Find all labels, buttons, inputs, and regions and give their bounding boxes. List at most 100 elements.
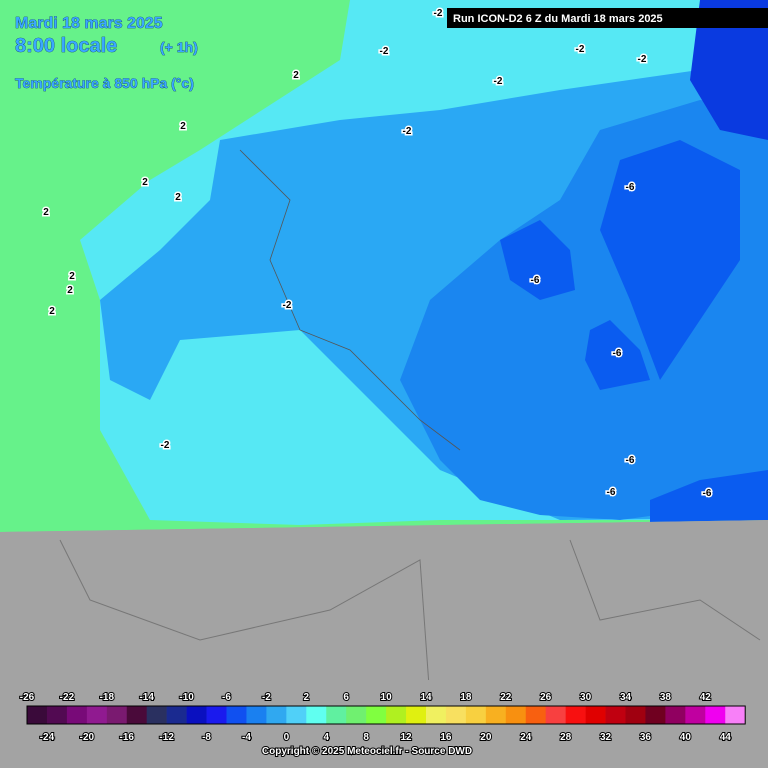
scale-swatch [326,706,347,724]
contour-label: -2 [494,76,503,87]
scale-label: 40 [680,732,692,743]
scale-label: -6 [222,692,231,703]
scale-swatch [445,706,467,724]
scale-swatch [465,706,487,724]
scale-swatch [605,706,626,724]
scale-label: -8 [202,732,211,743]
run: Run ICON-D2 6 Z du Mardi 18 mars 2025 [453,13,663,25]
scale-label: 12 [400,732,412,743]
contour-label: -2 [403,126,412,137]
contour-label: 2 [67,285,73,296]
scale-swatch [665,706,686,724]
time: 8:00 locale [15,35,117,57]
scale-label: 14 [420,692,432,703]
contour-label: -2 [638,54,647,65]
zone-minus6-a [500,220,575,300]
scale-label: 26 [540,692,552,703]
scale-label: 0 [284,732,290,743]
scale-swatch [545,706,566,724]
scale-label: -20 [80,732,95,743]
scale-label: 38 [660,692,672,703]
zone-minus6-east [600,140,740,380]
scale-label: 22 [500,692,512,703]
scale-swatch [406,706,427,724]
contour-label: 2 [293,70,299,81]
scale-label: 30 [580,692,592,703]
scale-label: -4 [242,732,251,743]
contour-label: -6 [613,348,622,359]
scale-label: -26 [20,692,35,703]
scale-swatch [306,706,327,724]
scale-label: -18 [100,692,115,703]
scale-swatch [525,706,546,724]
scale-swatch [106,706,128,724]
scale-swatch [705,706,726,724]
scale-swatch [27,706,48,724]
scale-swatch [685,706,706,724]
scale-swatch [585,706,606,724]
scale-label: 34 [620,692,632,703]
border [59,539,431,701]
contour-label: -6 [703,488,712,499]
scale-label: 32 [600,732,612,743]
scale-swatch [66,706,88,724]
border [569,539,761,641]
contour-label: -6 [531,275,540,286]
contour-label: -6 [607,487,616,498]
border [239,149,461,451]
scale-swatch [146,706,167,724]
scale-swatch [86,706,108,724]
scale-label: 8 [363,732,369,743]
scale-label: -16 [120,732,135,743]
zone-minus6-b [585,320,650,390]
scale-swatch [725,706,746,724]
contour-label: 2 [49,306,55,317]
contour-label: 2 [180,121,186,132]
scale-label: 42 [700,692,712,703]
contour-label: -6 [626,182,635,193]
contour-label: -2 [434,8,443,19]
scale-label: 6 [343,692,349,703]
scale-label: 36 [640,732,652,743]
scale-swatch [286,706,307,724]
scale-frame [26,705,746,725]
scale-swatch [206,706,227,724]
scale-label: 2 [304,692,310,703]
scale-label: 20 [480,732,492,743]
scale-label: 18 [460,692,472,703]
scale-label: -22 [60,692,75,703]
scale-swatch [246,706,267,724]
scale-swatch [366,706,387,724]
copyright: Copyright © 2025 Meteociel.fr - Source D… [262,746,472,757]
scale-swatch [166,706,187,724]
scale-swatch [505,706,527,724]
scale-swatch [226,706,247,724]
scale-label: -10 [179,692,194,703]
scale-label: -12 [159,732,174,743]
contour-label: 2 [142,177,148,188]
scale-label: -14 [139,692,154,703]
scale-label: 10 [381,692,393,703]
scale-label: 44 [720,732,732,743]
offset: (+ 1h) [160,39,198,55]
zone-minus6-south [650,470,768,522]
field: Température à 850 hPa (°c) [15,75,194,91]
scale-label: -24 [40,732,55,743]
scale-swatch [645,706,666,724]
contour-label: -2 [576,44,585,55]
scale-swatch [426,706,447,724]
scale-swatch [126,706,147,724]
contour-label: -2 [283,300,292,311]
scale-label: -2 [262,692,271,703]
contour-label: -6 [626,455,635,466]
date: Mardi 18 mars 2025 [15,15,163,32]
contour-label: 2 [43,207,49,218]
scale-label: 24 [520,732,532,743]
scale-label: 4 [323,732,329,743]
contour-label: 2 [175,192,181,203]
scale-swatch [485,706,507,724]
scale-swatch [386,706,407,724]
scale-label: 28 [560,732,572,743]
